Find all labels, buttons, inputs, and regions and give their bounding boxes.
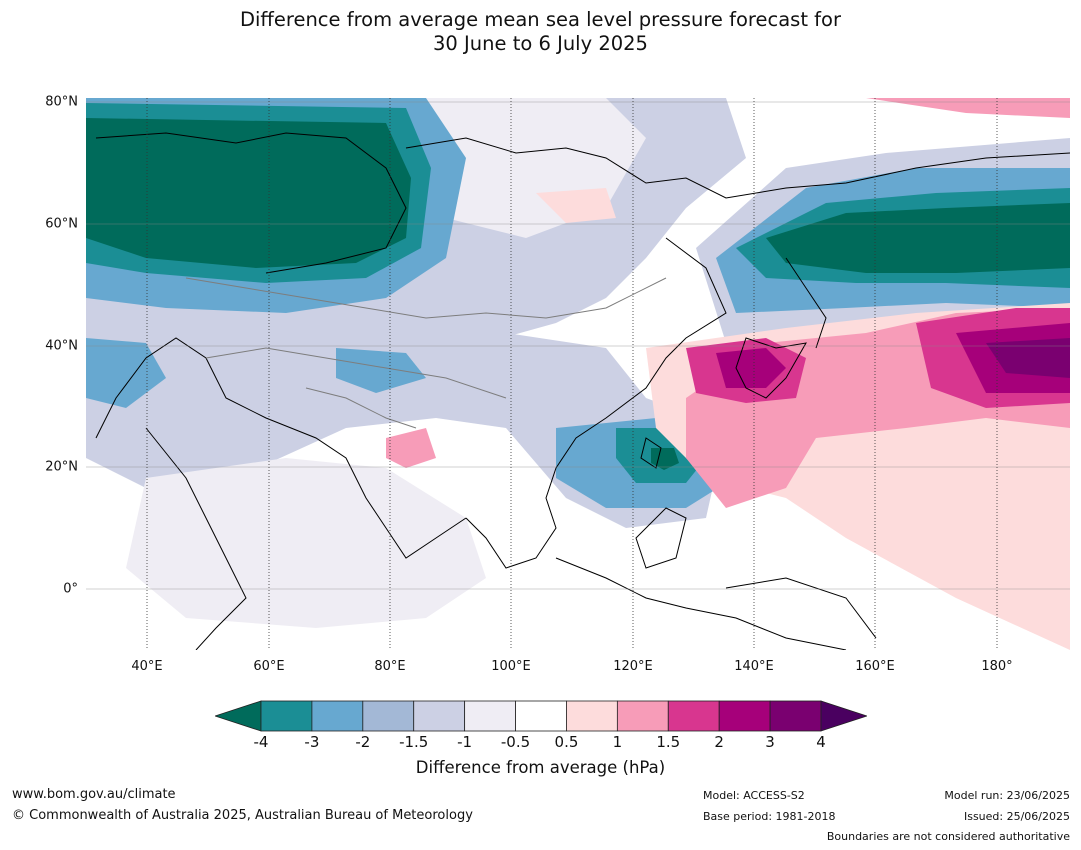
lon-label-60e: 60°E bbox=[253, 659, 285, 674]
colorbar-cell bbox=[464, 700, 516, 732]
colorbar-cell bbox=[566, 700, 618, 732]
colorbar-label: Difference from average (hPa) bbox=[415, 758, 666, 777]
country-borders bbox=[185, 277, 667, 429]
base-period-text: Base period: 1981-2018 bbox=[703, 810, 836, 823]
chart-title: Difference from average mean sea level p… bbox=[0, 8, 1081, 56]
colorbar-tick-label: 3 bbox=[765, 733, 775, 751]
lat-label-60n: 60°N bbox=[45, 216, 78, 232]
lat-label-0: 0° bbox=[63, 581, 78, 597]
colorbar bbox=[215, 700, 867, 732]
lat-label-40n: 40°N bbox=[45, 338, 78, 354]
colorbar-extend-low bbox=[215, 700, 262, 732]
issued-text: Issued: 25/06/2025 bbox=[963, 810, 1070, 823]
copyright-text: © Commonwealth of Australia 2025, Austra… bbox=[12, 808, 473, 823]
graticule bbox=[86, 98, 1070, 650]
colorbar-tick-label: 1.5 bbox=[656, 733, 681, 751]
title-line-2: 30 June to 6 July 2025 bbox=[433, 32, 648, 55]
model-text: Model: ACCESS-S2 bbox=[703, 789, 805, 802]
colorbar-tick-label: 0.5 bbox=[554, 733, 579, 751]
colorbar-tick-label: -4 bbox=[253, 733, 269, 751]
lon-label-120e: 120°E bbox=[613, 659, 653, 674]
disclaimer-text: Boundaries are not considered authoritat… bbox=[826, 830, 1070, 843]
colorbar-tick-label: 1 bbox=[612, 733, 623, 751]
lon-label-80e: 80°E bbox=[374, 659, 406, 674]
lon-label-160e: 160°E bbox=[855, 659, 895, 674]
lat-label-80n: 80°N bbox=[45, 94, 78, 110]
anomaly-region-lightlav-south bbox=[126, 458, 486, 628]
colorbar-cell bbox=[769, 700, 822, 732]
colorbar-cell bbox=[667, 700, 720, 732]
colorbar-tick-label: -3 bbox=[304, 733, 320, 751]
map-svg bbox=[86, 98, 1070, 650]
anomaly-fields bbox=[86, 98, 1070, 650]
anomaly-region-blue-tibet bbox=[336, 348, 426, 393]
colorbar-extend-high bbox=[820, 700, 867, 732]
anomaly-region-pink-bengal bbox=[386, 428, 436, 468]
title-line-1: Difference from average mean sea level p… bbox=[240, 8, 841, 31]
colorbar-tick-label: -0.5 bbox=[500, 733, 531, 751]
anomaly-region-dark-east bbox=[766, 203, 1070, 273]
colorbar-cell bbox=[616, 700, 669, 732]
colorbar-cell bbox=[311, 700, 364, 732]
colorbar-tick-label: -2 bbox=[355, 733, 371, 751]
website-text: www.bom.gov.au/climate bbox=[12, 787, 176, 802]
lon-label-180: 180° bbox=[981, 659, 1013, 674]
anomaly-region-purple-japan bbox=[716, 348, 786, 388]
colorbar-cell bbox=[362, 700, 415, 732]
colorbar-tick-label: 4 bbox=[816, 733, 826, 751]
pressure-anomaly-map bbox=[86, 98, 1070, 650]
colorbar-tick-label: -1 bbox=[457, 733, 473, 751]
anomaly-region-dark-purple-dateline bbox=[986, 338, 1070, 378]
colorbar-cell bbox=[718, 700, 771, 732]
lon-label-140e: 140°E bbox=[734, 659, 774, 674]
model-run-text: Model run: 23/06/2025 bbox=[944, 789, 1070, 802]
lat-label-20n: 20°N bbox=[45, 459, 78, 475]
colorbar-cell bbox=[515, 700, 567, 732]
anomaly-region-blue-westasia bbox=[86, 338, 166, 408]
colorbar-cells bbox=[215, 700, 867, 732]
anomaly-region-dark-scs bbox=[651, 448, 679, 470]
lon-label-40e: 40°E bbox=[131, 659, 163, 674]
colorbar-cell bbox=[260, 700, 313, 732]
colorbar-tick-label: -1.5 bbox=[399, 733, 429, 751]
lon-label-100e: 100°E bbox=[491, 659, 531, 674]
colorbar-tick-label: 2 bbox=[714, 733, 724, 751]
anomaly-region-dark-west bbox=[86, 118, 411, 268]
anomaly-region-pink-arctic bbox=[866, 98, 1070, 118]
colorbar-cell bbox=[413, 700, 466, 732]
anomaly-region-pink-siberia bbox=[536, 188, 616, 223]
coastlines bbox=[95, 132, 1070, 650]
